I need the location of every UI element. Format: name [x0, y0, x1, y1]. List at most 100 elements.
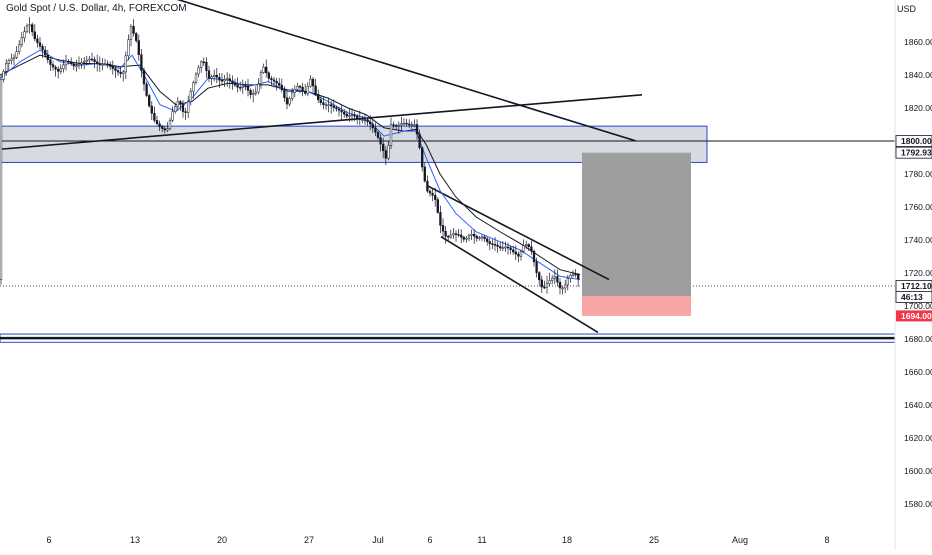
candle-body [140, 54, 143, 71]
candle-body [202, 61, 205, 64]
candle-body [285, 97, 289, 105]
candle-body [2, 71, 5, 80]
candle-body [72, 63, 75, 67]
candle-body [218, 77, 221, 81]
long-position-tool[interactable] [582, 152, 691, 316]
ema-slow-line [0, 54, 581, 276]
price-axis[interactable]: 1580.00 1600.00 1620.00 1640.00 1660.00 1680.… [894, 0, 932, 550]
candle-body [335, 107, 338, 110]
candle-body [337, 108, 341, 111]
candle-body [470, 233, 473, 236]
candle-body [272, 79, 276, 82]
price-tick-label: 1720.00 [904, 268, 932, 278]
candle-body [501, 247, 504, 249]
candle-body [306, 86, 309, 94]
candle-body [402, 122, 406, 125]
candle-body [447, 235, 450, 238]
candle-body [241, 85, 244, 88]
candle-body [319, 99, 322, 103]
candle-body [257, 83, 260, 93]
candle-body [166, 128, 169, 131]
candle-body [148, 95, 151, 107]
candle-body [548, 280, 551, 284]
candle-body [431, 192, 434, 196]
candle-body [62, 64, 65, 69]
candle-body [194, 73, 198, 83]
candle-body [51, 64, 55, 68]
candle-body [428, 190, 432, 194]
candle-body [330, 104, 333, 107]
price-tick-label: 1600.00 [904, 466, 932, 476]
candle-body [161, 126, 164, 129]
candle-body [205, 61, 208, 71]
price-label-text: 1694.00 [901, 311, 932, 321]
candle-body [491, 243, 494, 245]
candle-body [288, 98, 291, 105]
candle-body [233, 82, 237, 86]
candle-body [236, 84, 239, 88]
price-label-text: 1712.10 [901, 281, 932, 291]
trendlines-layer[interactable] [0, 0, 643, 334]
candle-body [132, 26, 135, 34]
candle-body [207, 70, 211, 79]
price-tick-label: 1740.00 [904, 235, 932, 245]
candle-body [267, 72, 270, 79]
candle-body [12, 57, 16, 60]
candle-body [350, 114, 354, 117]
candle-body [467, 235, 471, 239]
candle-body [109, 63, 112, 67]
symbol-title[interactable]: Gold Spot / U.S. Dollar, 4h, FOREXCOM [6, 3, 187, 14]
candle-body [150, 105, 153, 114]
candle-body [122, 71, 125, 74]
candle-body [54, 66, 57, 70]
candle-body [379, 137, 382, 145]
candle-body [519, 251, 523, 257]
candle-body [262, 66, 265, 73]
candle-body [480, 236, 484, 239]
candle-body [314, 85, 317, 95]
candle-body [57, 68, 60, 72]
ema-fast-line [0, 49, 581, 281]
candle-body [371, 123, 374, 129]
candle-body [366, 119, 369, 123]
candle-body [343, 111, 346, 115]
candle-body [49, 59, 52, 65]
time-tick-label: 6 [46, 535, 51, 545]
time-axis[interactable]: 6 13 20 27 Jul 6 11 18 25 Aug 8 [46, 535, 829, 545]
trendline-3 [0, 94, 643, 151]
candle-body [33, 31, 36, 40]
candle-body [18, 44, 21, 53]
candle-body [88, 58, 91, 61]
candle-body [296, 86, 299, 90]
candle-body [93, 59, 96, 62]
candle-body [67, 60, 70, 63]
price-tick-label: 1860.00 [904, 37, 932, 47]
time-tick-label: 13 [130, 535, 140, 545]
candles-layer [0, 17, 580, 295]
candle-body [176, 101, 179, 107]
candle-body [392, 124, 395, 126]
candle-body [397, 124, 400, 127]
candle-body [142, 70, 146, 85]
candle-body [527, 244, 530, 247]
candle-body [213, 75, 216, 77]
candle-body [278, 82, 281, 86]
price-tick-label: 1620.00 [904, 433, 932, 443]
candle-body [23, 31, 26, 39]
price-tick-label: 1780.00 [904, 169, 932, 179]
candle-body [553, 276, 556, 279]
candle-body [452, 233, 455, 236]
currency-label: USD [896, 4, 916, 14]
trendline-4 [426, 184, 610, 281]
price-tick-label: 1580.00 [904, 499, 932, 509]
price-label-box [895, 291, 932, 303]
candle-body [239, 87, 242, 89]
candle-body [376, 132, 380, 138]
candle-body [119, 71, 122, 74]
candle-body [252, 93, 255, 95]
candle-body [408, 123, 411, 126]
candle-body [223, 79, 226, 82]
candle-body [210, 76, 213, 79]
